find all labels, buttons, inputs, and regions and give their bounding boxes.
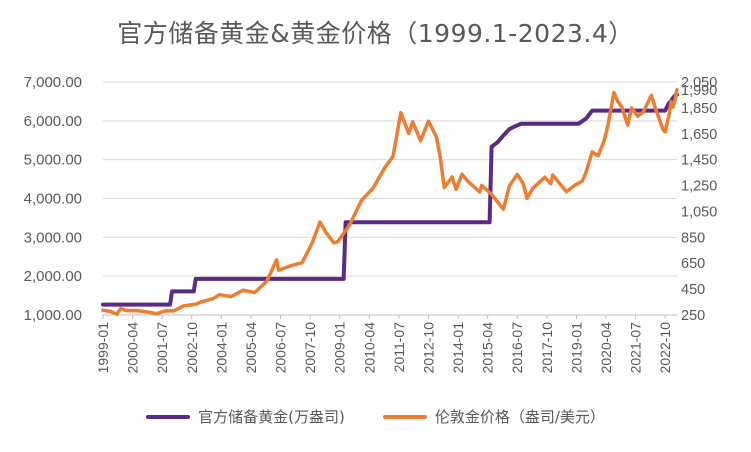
x-tick-label: 2020-04 (598, 322, 614, 374)
x-tick-label: 2011-07 (391, 322, 407, 373)
x-tick-label: 2015-04 (480, 322, 496, 374)
left-tick-label: 2,000.00 (24, 268, 82, 285)
right-tick-label: 650 (681, 256, 705, 272)
right-tick-label: 1,850 (681, 101, 717, 117)
chart-title: 官方储备黄金&黄金价格（1999.1-2023.4） (117, 19, 634, 48)
legend-label-reserves: 官方储备黄金(万盎司) (198, 408, 345, 426)
x-tick-label: 2012-10 (420, 322, 436, 374)
x-tick-label: 2017-10 (539, 322, 555, 374)
legend: 官方储备黄金(万盎司) 伦敦金价格（盎司/美元） (0, 406, 751, 427)
left-tick-label: 5,000.00 (24, 152, 82, 169)
right-tick-label: 1,050 (681, 204, 717, 220)
right-tick-label: 1,990 (681, 83, 717, 99)
legend-label-price: 伦敦金价格（盎司/美元） (434, 408, 605, 426)
right-y-axis: 250 450 650 850 1,050 1,250 1,450 1,650 1,850 1,9… (681, 75, 717, 324)
right-tick-label: 2,050 (681, 75, 717, 91)
x-tick-label: 2014-01 (450, 322, 466, 374)
x-tick-label: 2021-07 (628, 322, 644, 374)
series-line-reserves (101, 92, 679, 307)
right-tick-label: 250 (681, 308, 705, 324)
x-tick-label: 2016-07 (509, 322, 525, 374)
x-tick-label: 2006-07 (273, 322, 289, 374)
legend-swatch-reserves (146, 414, 191, 419)
left-tick-label: 1,000.00 (24, 307, 82, 324)
x-tick-label: 1999-01 (95, 322, 111, 374)
series-line-price (101, 88, 679, 316)
x-tick-label: 2004-01 (213, 322, 229, 374)
right-tick-label: 1,650 (681, 127, 717, 143)
left-y-axis: 1,000.00 2,000.00 3,000.00 4,000.00 5,000.00… (24, 74, 82, 324)
right-tick-label: 1,450 (681, 153, 717, 169)
x-tick-label: 2000-04 (125, 322, 141, 374)
x-axis: 1999-01 2000-04 2001-07 2002-10 2004-01 2005-… (95, 314, 677, 374)
x-tick-label: 2019-01 (568, 322, 584, 374)
x-tick-label: 2002-10 (184, 322, 200, 374)
x-tick-label: 2022-10 (657, 322, 673, 374)
legend-swatch-price (382, 414, 427, 419)
x-tick-label: 2005-04 (243, 322, 259, 374)
left-tick-label: 6,000.00 (24, 113, 82, 130)
legend-item-reserves: 官方储备黄金(万盎司) (146, 406, 345, 427)
grid-layer (103, 81, 677, 316)
x-tick-label: 2010-04 (361, 322, 377, 374)
x-tick-label: 2007-10 (302, 322, 318, 374)
x-tick-label: 2009-01 (332, 322, 348, 374)
left-tick-label: 7,000.00 (24, 74, 82, 91)
right-tick-label: 1,250 (681, 179, 717, 195)
right-tick-label: 450 (681, 282, 705, 298)
x-tick-label: 2001-07 (154, 322, 170, 374)
legend-item-price: 伦敦金价格（盎司/美元） (382, 406, 605, 427)
left-tick-label: 4,000.00 (24, 191, 82, 208)
left-tick-label: 3,000.00 (24, 229, 82, 246)
right-tick-label: 850 (681, 230, 705, 246)
series-layer (101, 88, 679, 316)
